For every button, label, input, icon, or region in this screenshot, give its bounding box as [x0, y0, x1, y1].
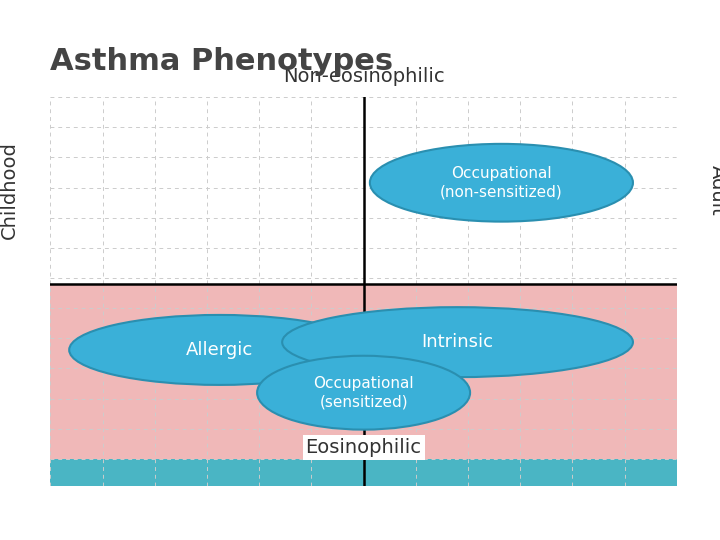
Text: Occupational
(sensitized): Occupational (sensitized) [313, 376, 414, 409]
Text: Allergic: Allergic [186, 341, 253, 359]
Text: Eosinophilic: Eosinophilic [305, 438, 422, 457]
Text: Asthma Phenotypes: Asthma Phenotypes [50, 46, 394, 76]
Bar [50, 284, 677, 459]
Ellipse shape [370, 144, 633, 221]
Text: Intrinsic: Intrinsic [422, 333, 494, 351]
Text: Non-eosinophilic: Non-eosinophilic [283, 66, 444, 85]
Bar [50, 97, 677, 284]
Ellipse shape [69, 315, 370, 385]
Bar [50, 459, 677, 486]
Text: Adult: Adult [708, 165, 720, 216]
Ellipse shape [282, 307, 633, 377]
Text: Occupational
(non-sensitized): Occupational (non-sensitized) [440, 166, 563, 200]
Ellipse shape [257, 356, 470, 430]
Text: Childhood: Childhood [0, 141, 19, 239]
